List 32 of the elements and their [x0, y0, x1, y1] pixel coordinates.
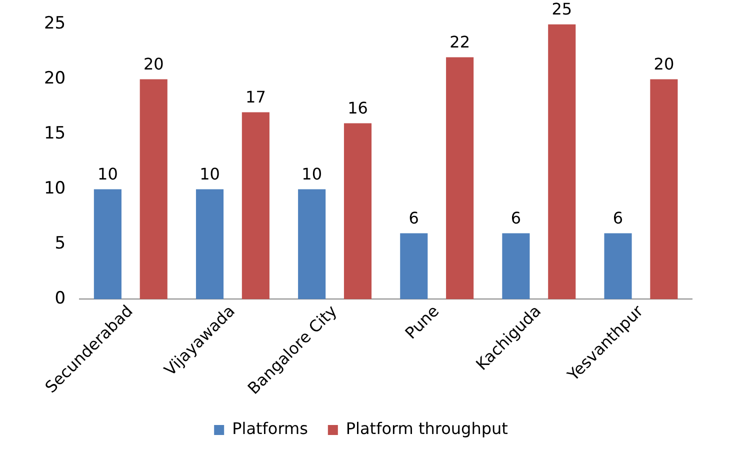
bar — [344, 123, 372, 300]
data-label: 10 — [98, 164, 118, 184]
bar — [548, 24, 576, 300]
bar — [502, 233, 530, 300]
bar — [604, 233, 632, 300]
data-label: 10 — [200, 164, 220, 184]
data-label: 20 — [654, 54, 674, 74]
bar — [400, 233, 428, 300]
legend-label: Platform throughput — [346, 419, 508, 438]
bar — [196, 189, 224, 300]
bar — [94, 189, 122, 300]
legend-label: Platforms — [232, 419, 308, 438]
data-label: 16 — [348, 98, 368, 118]
y-tick-label: 0 — [54, 288, 66, 309]
y-tick-label: 5 — [54, 234, 66, 254]
data-label: 20 — [143, 54, 164, 74]
data-label: 25 — [552, 0, 572, 18]
y-tick-label: 15 — [44, 124, 66, 144]
y-tick-label: 10 — [44, 178, 66, 199]
bar — [298, 189, 326, 300]
data-label: 10 — [302, 164, 322, 184]
data-label: 17 — [246, 87, 266, 106]
bar — [242, 112, 270, 300]
data-label: 6 — [408, 208, 419, 228]
bar — [650, 79, 678, 300]
data-label: 22 — [450, 32, 470, 52]
y-tick-label: 25 — [44, 14, 66, 34]
bar — [140, 79, 168, 300]
bar — [446, 57, 474, 300]
data-label: 6 — [510, 208, 522, 228]
y-tick-label: 20 — [44, 68, 66, 89]
data-label: 6 — [612, 208, 624, 228]
